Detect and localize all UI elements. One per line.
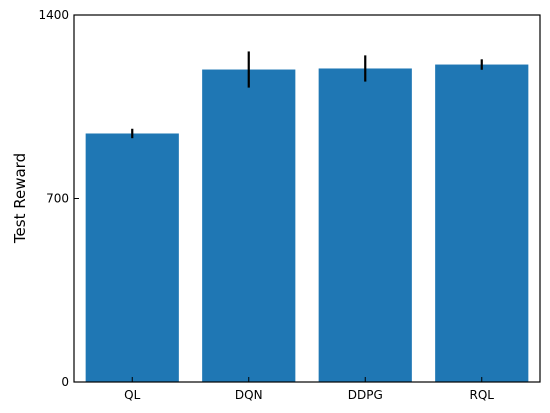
x-tick-label-dqn: DQN: [235, 388, 263, 402]
x-tick-label-ddpg: DDPG: [348, 388, 383, 402]
y-tick-label-1400: 1400: [38, 8, 69, 22]
bar-ddpg: [318, 68, 412, 382]
bar-dqn: [202, 69, 296, 383]
error-bars-layer: [131, 51, 483, 139]
y-axis-label: Test Reward: [11, 153, 29, 244]
bars-layer: [85, 64, 529, 383]
bar-ql: [85, 133, 179, 382]
x-tick-label-ql: QL: [124, 388, 140, 402]
y-tick-label-0: 0: [61, 375, 69, 389]
y-tick-label-700: 700: [46, 192, 69, 206]
x-axis-ticks: QL DQN DDPG RQL: [124, 377, 494, 402]
y-axis-ticks: 0 700 1400: [38, 8, 79, 389]
x-tick-label-rql: RQL: [470, 388, 495, 402]
bar-rql: [435, 64, 529, 383]
